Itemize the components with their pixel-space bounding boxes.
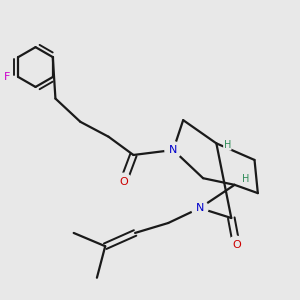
Text: N: N (169, 145, 177, 155)
Text: O: O (232, 240, 241, 250)
Text: O: O (119, 176, 128, 187)
Text: N: N (196, 203, 204, 213)
Text: H: H (242, 174, 249, 184)
Circle shape (165, 142, 181, 158)
Text: F: F (4, 72, 10, 82)
Circle shape (191, 200, 208, 216)
Text: H: H (224, 140, 231, 150)
Circle shape (228, 236, 244, 253)
Circle shape (115, 173, 132, 190)
